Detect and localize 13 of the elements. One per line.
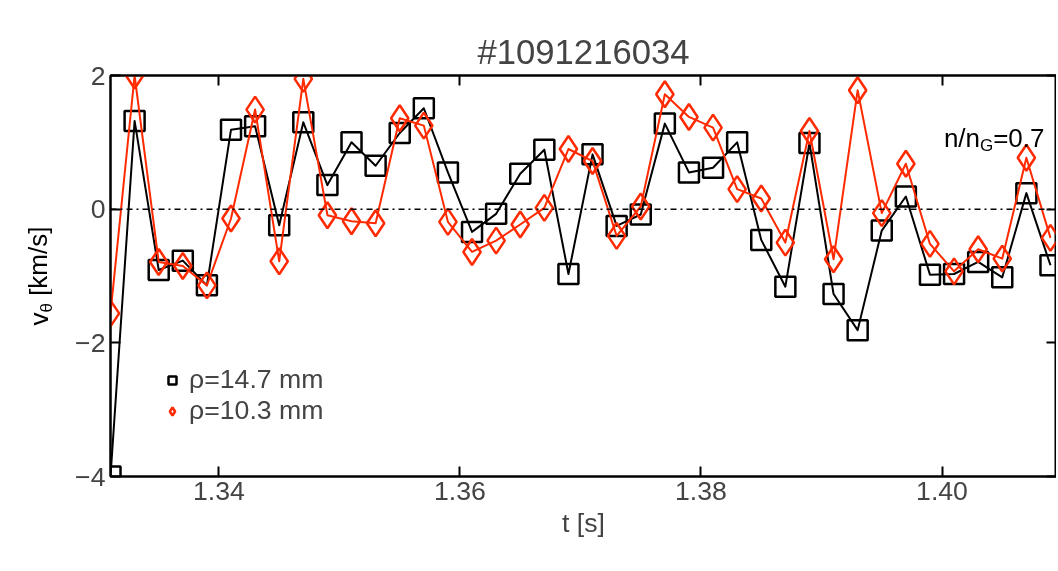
legend-label: ρ=14.7 mm: [189, 364, 324, 395]
y-tick-label: 2: [90, 60, 106, 91]
y-tick-label: 0: [90, 194, 106, 225]
y-tick-label: −2: [75, 327, 106, 358]
x-tick-label: 1.38: [675, 475, 727, 506]
y-tick-label: −4: [75, 461, 106, 492]
x-tick-label: 1.36: [434, 475, 486, 506]
legend-label: ρ=10.3 mm: [189, 395, 324, 426]
x-axis-title: t [s]: [562, 507, 605, 538]
x-tick-label: 1.34: [193, 475, 246, 506]
y-axis-title: vθ [km/s]: [23, 226, 56, 326]
x-tick-label: 1.40: [916, 475, 968, 506]
chart-title: #1091216034: [477, 32, 690, 71]
